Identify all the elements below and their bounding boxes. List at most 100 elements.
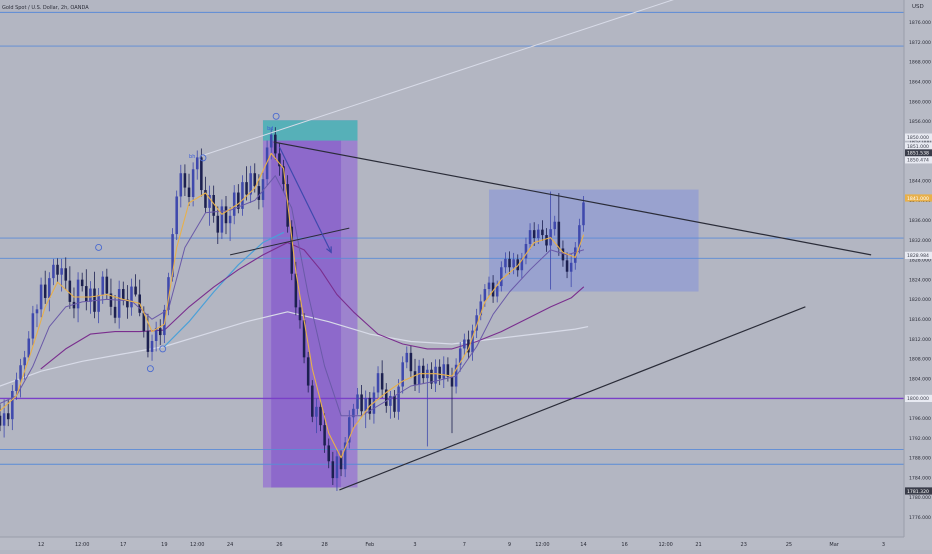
candle-body-32 [130,286,133,308]
annotation-label-1: bd [267,126,273,132]
price-tick-label: 1844.000 [909,178,931,184]
price-badge-label-4: 1841.000 [907,196,929,202]
zone-rect-1[interactable] [271,140,342,488]
ema-slow-line [0,175,584,417]
price-badge-bg-0 [905,133,932,141]
trend-line-layer[interactable] [201,0,872,491]
price-badge-label-5: 1828.984 [907,253,929,259]
annotation-layer: bh bd [95,112,332,373]
trend-line-3[interactable] [229,227,350,256]
price-badge-label-3: 1850.474 [907,158,929,164]
candle-body-72 [294,273,298,308]
candle-body-61 [249,173,252,195]
candle-body-124 [508,258,511,268]
candle-body-128 [524,244,528,259]
time-axis[interactable] [0,537,904,550]
price-tick-label: 1788.000 [909,456,931,462]
candle-body-41 [167,277,170,310]
candle-body-122 [500,267,503,287]
candle-body-100 [409,352,413,372]
candle-body-25 [101,276,105,295]
price-tick-label: 1780.000 [909,495,931,501]
time-tick-label: Feb [365,542,374,548]
candle-body-39 [158,328,162,336]
candle-body-48 [195,157,199,170]
ema-layer [0,152,585,459]
time-tick-label: 23 [741,542,747,548]
candle-body-71 [290,226,294,274]
candle-body-141 [578,225,581,248]
candle-body-47 [191,169,195,197]
candle-body-114 [467,339,470,353]
trend-line-0[interactable] [273,141,872,256]
candle-body-137 [561,248,565,261]
candle-body-116 [475,315,478,331]
candle-body-9 [35,309,39,314]
candle-body-20 [80,279,84,287]
time-tick-label: 12:00 [535,542,549,548]
candle-body-120 [491,282,495,297]
time-tick-label: 24 [227,542,233,548]
candle-body-78 [319,406,322,426]
candle-body-55 [224,206,228,224]
candle-body-69 [282,166,285,185]
candle-body-11 [43,284,47,298]
zone-rect-3[interactable] [488,189,699,292]
price-tick-label: 1828.000 [909,258,931,264]
candle-body-31 [126,299,129,308]
currency-label[interactable]: USD [912,4,924,10]
candle-body-37 [150,341,154,352]
candle-body-130 [532,230,536,239]
price-tick-label: 1868.000 [909,60,931,66]
candle-body-36 [146,331,150,352]
candle-body-58 [237,192,240,209]
candle-body-15 [60,268,63,275]
candle-body-81 [331,461,335,479]
candle-body-87 [356,394,359,409]
candle-body-51 [208,195,211,208]
price-tick-label: 1864.000 [909,79,931,85]
candle-body-67 [274,134,277,154]
candle-body-118 [483,289,487,302]
trend-line-1[interactable] [339,306,806,491]
price-axis[interactable] [904,0,932,550]
point-marker-0 [95,244,103,251]
candle-body-89 [364,397,367,412]
price-badge-bg-5 [905,251,932,259]
candle-body-119 [487,282,491,290]
price-tick-label: 1776.000 [909,515,931,521]
zone-rect-2[interactable] [262,120,358,141]
trend-line-2[interactable] [201,0,674,157]
candle-body-38 [154,328,158,342]
time-axis-labels: 12 12:00 17 19 12:00 24 26 28 Feb 3 7 9 12:00 14 16 12:… [38,542,885,548]
candle-body-53 [216,215,220,233]
candle-body-63 [257,186,261,200]
time-tick-label: 7 [463,542,466,548]
time-tick-label: 19 [161,542,167,548]
point-marker-1 [146,365,154,373]
candle-body-135 [553,221,557,230]
candle-body-57 [232,192,236,216]
candle-body-98 [401,362,404,387]
candle-body-7 [27,338,31,358]
candle-body-29 [117,289,121,318]
price-tick-label: 1796.000 [909,416,931,422]
candle-body-46 [187,187,191,197]
candle-body-95 [389,395,392,406]
time-tick-label: 12 [38,542,44,548]
candle-body-103 [421,365,425,379]
point-marker-4 [272,112,280,120]
time-tick-label: 16 [621,542,627,548]
candle-body-75 [306,357,310,386]
candle-body-74 [302,320,306,358]
time-tick-label: Mar [829,542,839,548]
candle-body-110 [450,376,454,387]
moving-average-layer [0,232,589,387]
candle-body-117 [479,301,483,316]
candle-body-101 [413,371,417,385]
annotation-label-0: bh [189,154,195,160]
price-tick-label: 1824.000 [909,277,931,283]
candle-body-85 [347,417,351,443]
